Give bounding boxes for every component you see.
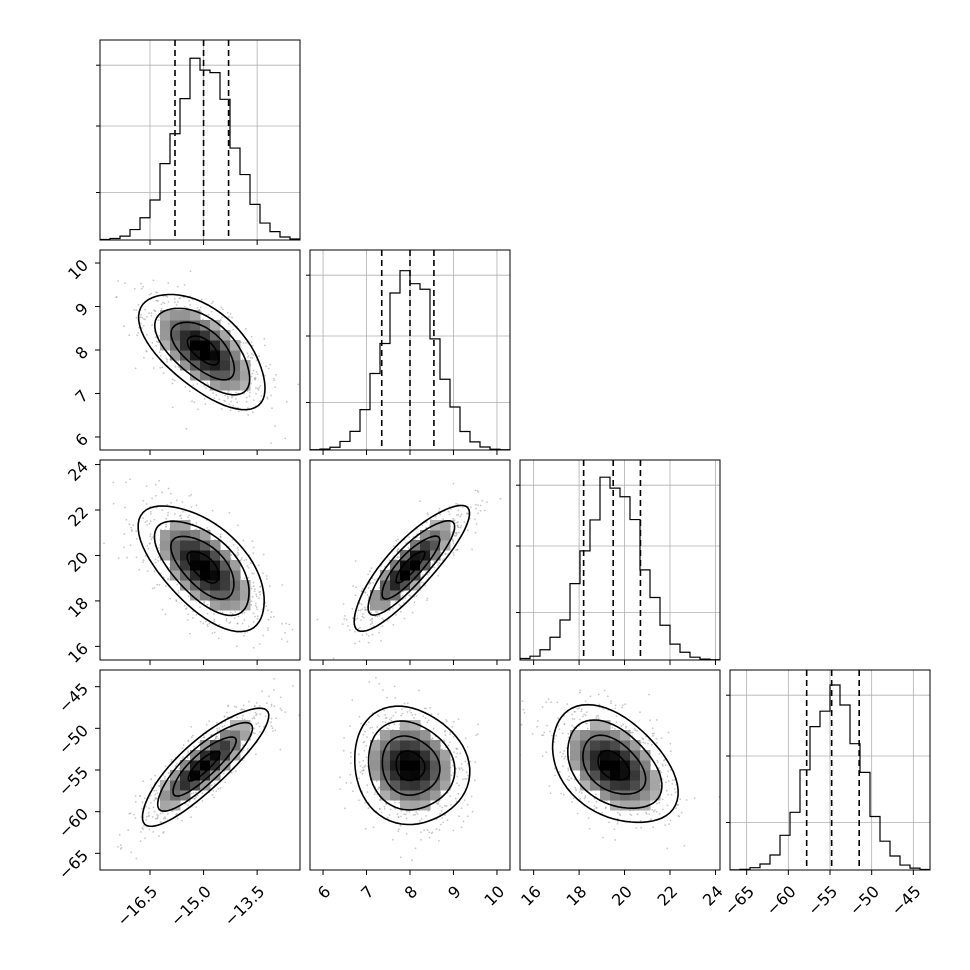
scatter-panel-p0-p2: 16 18 20 22 24 — [64, 457, 301, 667]
panel-frame — [519, 459, 721, 661]
histogram-steps — [730, 684, 930, 870]
x-tick-label: −16.5 — [113, 882, 161, 930]
contours — [353, 504, 471, 632]
y-tick-label: −45 — [55, 679, 92, 716]
hist-panel-p2 — [516, 459, 721, 665]
y-tick-label: −55 — [55, 763, 92, 800]
density-layer — [520, 689, 720, 850]
scatter-panel-p1-p2 — [309, 459, 511, 665]
density-blocks — [370, 720, 451, 811]
x-tick-label: 22 — [653, 882, 681, 910]
y-tick-label: 18 — [64, 593, 92, 621]
histogram-steps — [520, 476, 720, 660]
panel-frame — [309, 459, 511, 661]
scatter-panel-p1-p3: 6 7 8 9 10 — [309, 669, 511, 910]
density-layer — [117, 677, 300, 860]
y-tick-label: 22 — [64, 503, 92, 531]
x-tick-label: −65 — [721, 882, 758, 919]
histogram-steps — [310, 270, 510, 450]
panel-frame — [99, 39, 301, 241]
y-tick-label: 10 — [64, 256, 92, 284]
contours — [137, 293, 266, 411]
y-tick-label: 9 — [71, 299, 92, 320]
x-tick-label: 9 — [444, 882, 465, 903]
panel-frame — [729, 669, 931, 871]
scatter-panel-p2-p3: 16 18 20 22 24 — [517, 669, 727, 910]
x-tick-label: 6 — [314, 882, 335, 903]
x-tick-label: 10 — [480, 882, 508, 910]
contours — [551, 703, 679, 824]
y-tick-label: 20 — [64, 548, 92, 576]
x-tick-label: −55 — [804, 882, 841, 919]
y-tick-label: 24 — [64, 457, 92, 485]
y-tick-label: 8 — [71, 343, 92, 364]
y-tick-label: 16 — [64, 639, 92, 667]
x-tick-label: −60 — [762, 882, 799, 919]
panel-frame — [99, 459, 301, 661]
y-tick-label: −65 — [55, 846, 92, 883]
y-tick-label: 6 — [71, 430, 92, 451]
x-tick-label: −13.5 — [220, 882, 268, 930]
panel-frame — [519, 669, 721, 871]
x-tick-label: 18 — [563, 882, 591, 910]
y-tick-label: 7 — [71, 386, 92, 407]
y-tick-label: −60 — [55, 804, 92, 841]
x-tick-label: −15.0 — [167, 882, 215, 930]
panel-frame — [99, 669, 301, 871]
density-layer — [316, 482, 502, 660]
panel-frame — [99, 249, 301, 451]
panel-frame — [309, 249, 511, 451]
density-layer — [115, 270, 300, 444]
density-layer — [103, 478, 294, 649]
density-blocks — [160, 520, 251, 611]
contours — [137, 505, 266, 633]
x-tick-label: 7 — [357, 882, 378, 903]
x-tick-label: −50 — [846, 882, 883, 919]
x-tick-label: −45 — [887, 882, 924, 919]
density-blocks — [160, 310, 251, 391]
scatter-panel-p0-p1: 6 7 8 9 10 — [64, 249, 301, 455]
scatter-panel-p0-p3: −65 −60 −55 −50 −45 −16.5 −15.0 −13.5 — [55, 669, 301, 930]
density-blocks — [160, 720, 251, 811]
histogram-steps — [100, 57, 300, 240]
y-tick-label: −50 — [55, 721, 92, 758]
x-tick-label: 8 — [401, 882, 422, 903]
hist-panel-p0 — [96, 39, 301, 245]
hist-panel-p3: −65 −60 −55 −50 −45 — [721, 669, 931, 919]
contours — [354, 705, 471, 826]
hist-panel-p1 — [306, 249, 511, 455]
panel-frame — [309, 669, 511, 871]
contours — [141, 707, 270, 828]
x-tick-label: 16 — [517, 882, 545, 910]
x-tick-label: 20 — [608, 882, 636, 910]
density-layer — [339, 676, 479, 862]
